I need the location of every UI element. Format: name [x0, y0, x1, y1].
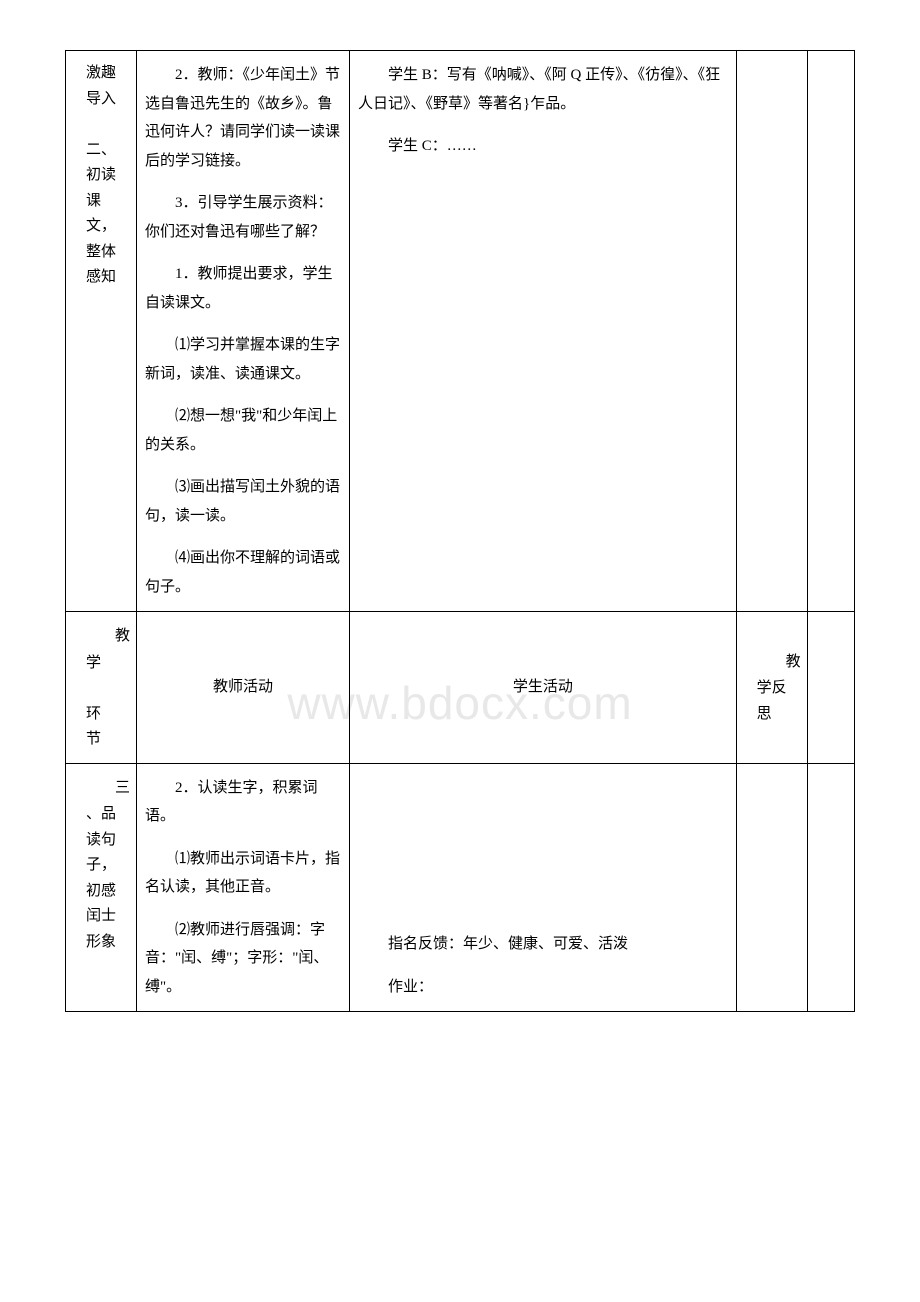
reflection-header-text: 学反思 [745, 676, 799, 727]
paragraph-text: 作业： [358, 973, 728, 1002]
paragraph-text: 指名反馈：年少、健康、可爱、活泼 [358, 930, 728, 959]
paragraph-text: ⑷画出你不理解的词语或句子。 [145, 544, 341, 601]
extra-cell [807, 763, 854, 1012]
paragraph-text: 3．引导学生展示资料：你们还对鲁迅有哪些了解？ [145, 189, 341, 246]
paragraph-text: ⑴学习并掌握本课的生字新词，读准、读通课文。 [145, 331, 341, 388]
line-text: 激趣导入 [86, 61, 128, 112]
section-cell: 三 、品读句子，初感闰士形象 [66, 763, 137, 1012]
extra-cell [807, 51, 854, 612]
line-text: 学 [86, 651, 128, 677]
section-cell: 激趣导入 二、初读课文，整体感知 [66, 51, 137, 612]
paragraph-text: ⑶画出描写闰土外貌的语句，读一读。 [145, 473, 341, 530]
paragraph-text: ⑵教师进行唇强调：字音："闰、缚"；字形："闰、缚"。 [145, 916, 341, 1002]
section-header-cell: 教 学 环节 [66, 612, 137, 764]
teacher-activity-cell: 2．教师：《少年闰土》节选自鲁迅先生的《故乡》。鲁迅何许人？请同学们读一读课后的… [137, 51, 350, 612]
table-row: 教 学 环节 教师活动 学生活动 教 学反思 [66, 612, 855, 764]
paragraph-text: 1．教师提出要求，学生自读课文。 [145, 260, 341, 317]
table-row: 激趣导入 二、初读课文，整体感知 2．教师：《少年闰土》节选自鲁迅先生的《故乡》… [66, 51, 855, 612]
line-text [86, 676, 128, 702]
teacher-header-text: 教师活动 [213, 679, 273, 695]
extra-header-cell [807, 612, 854, 764]
line-text: 节 [86, 727, 128, 753]
line-text: 二、初读课文，整体感知 [86, 138, 128, 291]
line-text: 、品读句子，初感闰士形象 [86, 802, 128, 955]
section-header-text: 学 环节 [74, 651, 128, 753]
paragraph-text: 2．教师：《少年闰土》节选自鲁迅先生的《故乡》。鲁迅何许人？请同学们读一读课后的… [145, 61, 341, 175]
section-text: 激趣导入 二、初读课文，整体感知 [74, 61, 128, 291]
line-text: 学反思 [757, 676, 799, 727]
reflection-header-cell: 教 学反思 [736, 612, 807, 764]
student-header-cell: 学生活动 [350, 612, 737, 764]
student-activity-cell: 学生 B：写有《呐喊》、《阿 Q 正传》、《彷徨》、《狂人日记》、《野草》等著名… [350, 51, 737, 612]
paragraph-text: 学生 B：写有《呐喊》、《阿 Q 正传》、《彷徨》、《狂人日记》、《野草》等著名… [358, 61, 728, 118]
student-header-text: 学生活动 [513, 679, 573, 695]
paragraph-text: ⑴教师出示词语卡片，指名认读，其他正音。 [145, 845, 341, 902]
line-text: 环 [86, 702, 128, 728]
section-text: 、品读句子，初感闰士形象 [74, 802, 128, 955]
line-text [86, 112, 128, 138]
reflection-cell [736, 51, 807, 612]
paragraph-text: 2．认读生字，积累词语。 [145, 774, 341, 831]
header-char: 教 [745, 648, 801, 677]
teacher-header-cell: 教师活动 [137, 612, 350, 764]
section-char: 三 [74, 774, 130, 803]
header-char: 教 [74, 622, 130, 651]
lesson-plan-table: 激趣导入 二、初读课文，整体感知 2．教师：《少年闰土》节选自鲁迅先生的《故乡》… [65, 50, 855, 1012]
teacher-activity-cell: 2．认读生字，积累词语。 ⑴教师出示词语卡片，指名认读，其他正音。 ⑵教师进行唇… [137, 763, 350, 1012]
table-row: 三 、品读句子，初感闰士形象 2．认读生字，积累词语。 ⑴教师出示词语卡片，指名… [66, 763, 855, 1012]
paragraph-text: ⑵想一想"我"和少年闰上的关系。 [145, 402, 341, 459]
paragraph-text: 学生 C：…… [358, 132, 728, 161]
reflection-cell [736, 763, 807, 1012]
student-activity-cell: 指名反馈：年少、健康、可爱、活泼 作业： [350, 763, 737, 1012]
